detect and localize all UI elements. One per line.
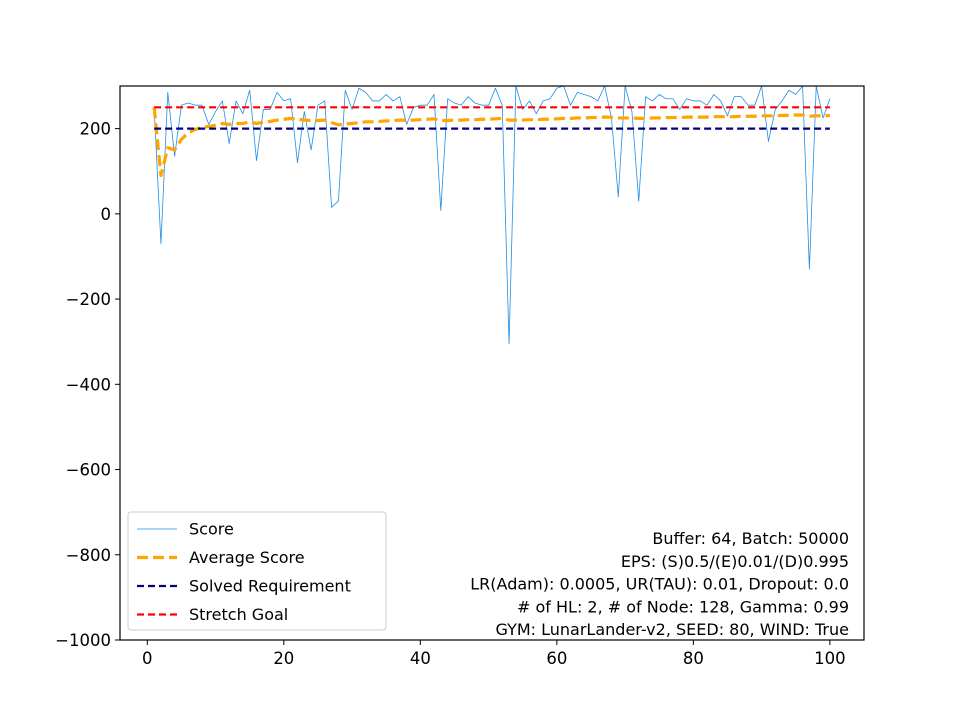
plot-frame — [119, 85, 865, 641]
axes: 0 20 40 60 80 100 −1000 −800 −600 −400 −200 0 200 — [55, 120, 845, 668]
y-tick-label: −1000 — [55, 631, 111, 650]
x-tick-label: 60 — [546, 649, 567, 668]
series-line-average-score — [152, 107, 830, 178]
legend: Score Average Score Solved Requirement Stre… — [127, 511, 387, 631]
x-tick-label: 20 — [273, 649, 294, 668]
annotation-line: EPS: (S)0.5/(E)0.01/(D)0.995 — [621, 552, 849, 571]
x-tick-label: 80 — [683, 649, 704, 668]
y-tick-label: −600 — [66, 461, 111, 480]
y-tick-label: −400 — [66, 375, 111, 394]
legend-label: Stretch Goal — [189, 605, 288, 624]
annotation-line: GYM: LunarLander-v2, SEED: 80, WIND: Tru… — [495, 620, 849, 639]
y-tick-label: 200 — [80, 120, 112, 139]
annotation-line: Buffer: 64, Batch: 50000 — [652, 529, 849, 548]
series-line-score — [153, 86, 831, 345]
annotation-line: LR(Adam): 0.0005, UR(TAU): 0.01, Dropout… — [470, 575, 849, 594]
x-tick-label: 40 — [410, 649, 431, 668]
legend-label: Average Score — [189, 548, 305, 567]
parameter-annotation: Buffer: 64, Batch: 50000 EPS: (S)0.5/(E)0… — [470, 529, 849, 639]
legend-label: Solved Requirement — [189, 577, 351, 596]
legend-label: Score — [189, 520, 234, 539]
y-tick-label: −200 — [66, 290, 111, 309]
legend-box — [127, 511, 387, 631]
x-tick-label: 100 — [814, 649, 846, 668]
y-tick-label: 0 — [101, 205, 112, 224]
x-tick-label: 0 — [142, 649, 153, 668]
y-tick-label: −800 — [66, 546, 111, 565]
annotation-line: # of HL: 2, # of Node: 128, Gamma: 0.99 — [517, 597, 849, 616]
